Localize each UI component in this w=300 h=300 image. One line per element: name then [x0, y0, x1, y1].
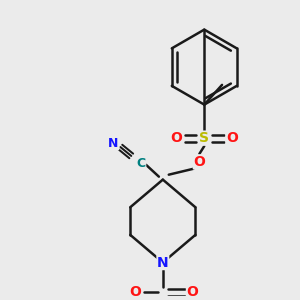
Text: S: S [199, 131, 209, 145]
Text: N: N [157, 256, 169, 269]
Text: O: O [171, 131, 183, 145]
Text: O: O [226, 131, 238, 145]
Text: N: N [108, 136, 119, 150]
Text: O: O [129, 285, 141, 299]
Text: O: O [194, 155, 205, 169]
Text: O: O [187, 285, 198, 299]
Text: C: C [136, 157, 146, 170]
